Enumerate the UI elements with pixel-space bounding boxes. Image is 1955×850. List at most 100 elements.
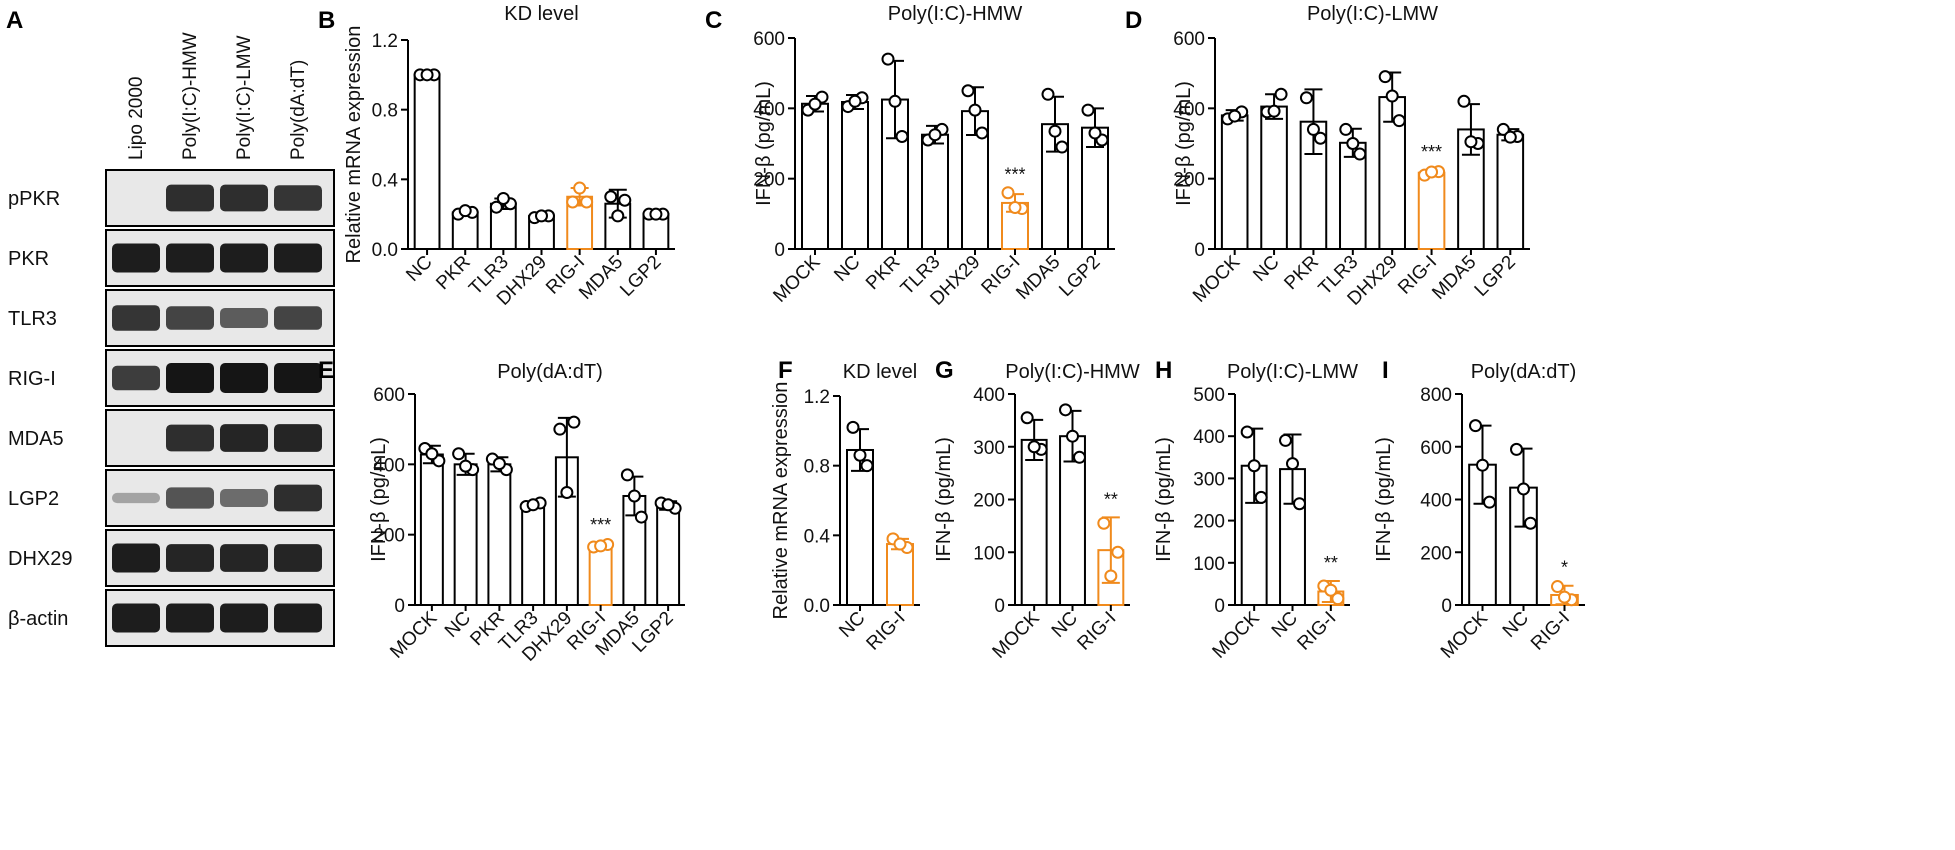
data-point — [928, 128, 942, 142]
y-tick-label: 0 — [994, 596, 1005, 617]
chart-title: Poly(I:C)-HMW — [888, 3, 1023, 25]
panel-letter: F — [778, 357, 793, 384]
y-tick-label: 0.4 — [372, 170, 399, 191]
blot-row-label: PKR — [8, 248, 49, 270]
data-point — [895, 129, 909, 143]
significance-mark: ** — [1324, 553, 1338, 573]
data-point — [452, 447, 466, 461]
data-point — [1279, 433, 1292, 447]
x-tick-label: MDA5 — [1012, 252, 1064, 304]
bar-lgp2 — [1496, 133, 1525, 250]
y-axis-label: IFN-β (pg/mL) — [368, 437, 390, 562]
x-tick-label: LGP2 — [616, 252, 665, 301]
bar-mock — [801, 102, 829, 250]
blot-band — [274, 363, 322, 393]
bar-tlr3 — [521, 503, 546, 606]
y-tick-label: 400 — [1193, 427, 1225, 448]
panel-letter-a: A — [6, 7, 23, 34]
data-point — [1048, 124, 1062, 138]
y-axis-label: Relative mRNA expression — [343, 26, 365, 264]
charts-group: B KD level Relative mRNA expression 0.0 0.4 0… — [318, 3, 1585, 666]
blot-band — [166, 544, 214, 572]
data-point — [848, 94, 862, 108]
blot-band — [166, 363, 214, 393]
data-point — [888, 94, 902, 108]
data-point — [1008, 201, 1022, 215]
blot-band — [220, 184, 268, 212]
y-axis-label: IFN-β (pg/mL) — [1373, 437, 1395, 562]
data-point — [1055, 140, 1069, 154]
y-tick-label: 1.2 — [804, 387, 830, 408]
y-tick-label: 400 — [973, 385, 1005, 406]
data-point — [1088, 126, 1102, 140]
blot-band — [166, 243, 214, 273]
y-tick-label: 0.4 — [804, 526, 831, 547]
y-tick-label: 200 — [1420, 543, 1452, 564]
x-tick-label: RIG-I — [1527, 608, 1574, 655]
blot-band — [220, 243, 268, 273]
x-tick-label: MDA5 — [575, 252, 627, 304]
y-tick-label: 0.0 — [804, 596, 830, 617]
y-tick-label: 200 — [753, 170, 785, 191]
y-tick-label: 600 — [373, 385, 405, 406]
significance-mark: * — [1561, 558, 1568, 578]
data-point — [1313, 131, 1327, 145]
significance-mark: *** — [1004, 165, 1025, 185]
data-point — [553, 422, 567, 436]
data-point — [1483, 495, 1496, 509]
panel-letter: C — [705, 7, 722, 34]
y-tick-label: 800 — [1420, 385, 1452, 406]
data-point — [1073, 450, 1086, 464]
data-point — [1476, 458, 1489, 472]
bar-nc — [846, 448, 874, 606]
data-point — [459, 459, 473, 473]
bar-mock — [1220, 114, 1249, 250]
data-point — [1274, 87, 1288, 101]
data-point — [1464, 135, 1478, 149]
data-point — [1027, 440, 1041, 454]
blot-row-label: MDA5 — [8, 428, 64, 450]
y-tick-label: 1.2 — [372, 31, 398, 52]
y-tick-label: 0 — [774, 240, 785, 261]
bar-nc — [841, 101, 869, 251]
y-axis-label: IFN-β (pg/mL) — [1153, 437, 1175, 562]
data-point — [1081, 103, 1095, 117]
x-tick-label: LGP2 — [1471, 252, 1520, 301]
panel-a-western-blot: A Lipo 2000 Poly(I:C)-HMW Poly(I:C)-LMW Pol… — [6, 7, 335, 647]
blot-band — [166, 487, 214, 509]
y-tick-label: 600 — [1173, 29, 1205, 50]
significance-mark: ** — [1104, 489, 1118, 509]
y-tick-label: 400 — [753, 99, 785, 120]
data-point — [1306, 122, 1320, 136]
blot-band — [220, 424, 268, 452]
data-point — [1392, 114, 1406, 128]
blot-row-label: LGP2 — [8, 488, 59, 510]
data-point — [1558, 590, 1571, 604]
y-tick-label: 600 — [753, 29, 785, 50]
y-tick-label: 300 — [973, 438, 1005, 459]
x-tick-label: RIG-I — [863, 608, 910, 655]
data-point — [1324, 583, 1338, 597]
panel-letter: B — [318, 7, 335, 34]
blot-row-label: DHX29 — [8, 548, 72, 570]
data-point — [1240, 425, 1254, 439]
data-point — [1104, 569, 1118, 583]
data-point — [1097, 516, 1111, 530]
x-tick-label: PKR — [862, 252, 904, 294]
blot-band — [274, 185, 322, 211]
blot-band — [112, 543, 160, 573]
blot-band — [220, 544, 268, 572]
data-point — [594, 539, 608, 553]
data-point — [566, 195, 580, 209]
y-tick-label: 300 — [1193, 469, 1225, 490]
data-point — [808, 97, 822, 111]
data-point — [535, 209, 548, 223]
y-axis-label: IFN-β (pg/mL) — [1173, 81, 1195, 206]
blot-band — [274, 603, 322, 633]
blot-band — [274, 306, 322, 330]
data-point — [1346, 137, 1360, 150]
blot-band — [112, 305, 160, 331]
blot-band — [220, 603, 268, 633]
